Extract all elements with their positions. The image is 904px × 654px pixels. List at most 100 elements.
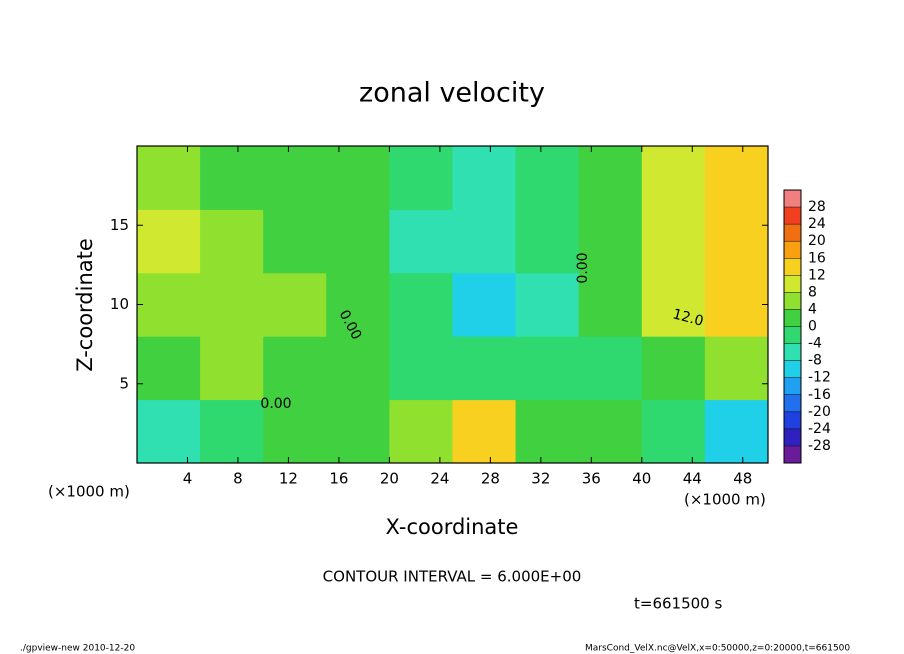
cell: [452, 272, 517, 337]
x-tick-label: 4: [183, 470, 193, 488]
cell: [263, 272, 327, 337]
colorbar-segment: [784, 241, 801, 259]
cell: [389, 272, 453, 337]
x-unit: (×1000 m): [684, 491, 766, 509]
x-tick-label: 48: [733, 470, 752, 488]
colorbar-label: -12: [808, 370, 831, 386]
colorbar-label: -16: [808, 387, 831, 403]
contour-label: 12.0: [671, 306, 705, 330]
contour-interval: CONTOUR INTERVAL = 6.000E+00: [323, 568, 582, 586]
footer: ./gpview-new 2010-12-20: [20, 644, 135, 654]
cell: [452, 336, 517, 401]
cell: [515, 336, 580, 401]
cell: [515, 146, 580, 210]
cell: [641, 272, 706, 337]
colorbar-segment: [784, 207, 801, 225]
cell: [200, 146, 264, 210]
cell: [137, 146, 201, 210]
colorbar-segment: [784, 394, 801, 412]
cell: [389, 399, 453, 464]
cell: [389, 209, 453, 274]
colorbar-label: 24: [808, 216, 826, 232]
cell: [452, 209, 517, 274]
x-axis-label: X-coordinate: [386, 515, 519, 539]
cell: [263, 209, 327, 274]
colorbar-label: 20: [808, 233, 826, 249]
x-unit: (×1000 m): [48, 483, 130, 501]
colorbar-segment: [784, 224, 801, 242]
x-tick-label: 36: [582, 470, 601, 488]
x-tick-label: 40: [632, 470, 651, 488]
cell: [389, 146, 453, 210]
cell: [641, 209, 706, 274]
cell: [200, 272, 264, 337]
cell: [578, 272, 643, 337]
x-tick-label: 20: [380, 470, 399, 488]
x-tick-label: 24: [430, 470, 449, 488]
colorbar-segment: [784, 428, 801, 446]
colorbar-label: -28: [808, 438, 831, 454]
colorbar-segment: [784, 343, 801, 361]
cell: [578, 146, 643, 210]
colorbar-segment: [784, 309, 801, 327]
y-tick-label: 5: [119, 374, 129, 392]
x-tick-label: 16: [329, 470, 348, 488]
x-tick-label: 8: [233, 470, 243, 488]
cell: [326, 209, 390, 274]
footer: MarsCond_VelX.nc@VelX,x=0:50000,z=0:2000…: [585, 644, 850, 654]
cell: [578, 336, 643, 401]
x-tick-label: 28: [481, 470, 500, 488]
colorbar-segment: [784, 377, 801, 395]
colorbar-segment: [784, 326, 801, 344]
cell: [263, 336, 327, 401]
x-tick-label: 12: [279, 470, 298, 488]
colorbar-label: -8: [808, 353, 822, 369]
contour-label: 0.00: [575, 252, 591, 283]
cell: [704, 336, 769, 401]
colorbar-label: 28: [808, 199, 826, 215]
colorbar-segment: [784, 292, 801, 310]
cell: [326, 399, 390, 464]
colorbar-label: 16: [808, 250, 826, 266]
cell: [326, 336, 390, 401]
y-axis-label: Z-coordinate: [73, 238, 97, 372]
contour-label: 0.00: [260, 396, 291, 412]
cell: [389, 336, 453, 401]
chart-title: zonal velocity: [359, 78, 545, 109]
colorbar-label: 12: [808, 267, 826, 283]
x-tick-label: 32: [531, 470, 550, 488]
y-tick-label: 15: [110, 216, 129, 234]
cell: [704, 399, 769, 464]
colorbar-label: -20: [808, 404, 831, 420]
colorbar-label: 0: [808, 319, 817, 335]
cell: [515, 272, 580, 337]
cell: [578, 209, 643, 274]
colorbar-label: -24: [808, 421, 831, 437]
cell: [200, 209, 264, 274]
cell: [704, 209, 769, 274]
cell: [641, 146, 706, 210]
colorbar-segment: [784, 360, 801, 378]
cell: [326, 146, 390, 210]
colorbar-segment: [784, 190, 801, 208]
colorbar-label: -4: [808, 336, 822, 352]
y-tick-label: 10: [110, 295, 129, 313]
cell: [326, 272, 390, 337]
cell: [641, 336, 706, 401]
cell: [200, 399, 264, 464]
cell: [515, 399, 580, 464]
cell: [452, 146, 517, 210]
cell: [263, 146, 327, 210]
cell: [515, 209, 580, 274]
cell: [137, 209, 201, 274]
cell: [704, 272, 769, 337]
x-tick-label: 44: [683, 470, 702, 488]
colorbar-segment: [784, 275, 801, 293]
cell: [578, 399, 643, 464]
cell: [452, 399, 517, 464]
time-label: t=661500 s: [634, 595, 722, 613]
cell: [641, 399, 706, 464]
colorbar-segment: [784, 445, 801, 463]
cell: [137, 272, 201, 337]
